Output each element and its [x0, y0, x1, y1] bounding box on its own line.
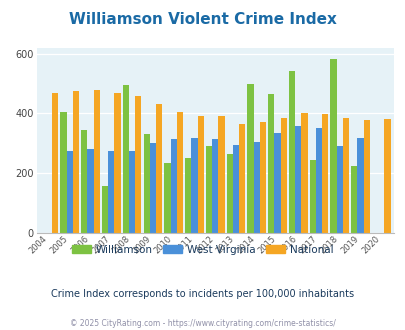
Bar — [73, 91, 79, 233]
Bar — [267, 94, 274, 233]
Bar — [309, 160, 315, 233]
Bar — [135, 96, 141, 233]
Bar — [176, 112, 183, 233]
Bar — [164, 163, 170, 233]
Bar — [356, 138, 363, 233]
Bar — [350, 166, 356, 233]
Bar — [274, 133, 280, 233]
Bar — [102, 185, 108, 233]
Bar — [363, 120, 369, 233]
Bar — [247, 84, 253, 233]
Bar — [143, 134, 149, 233]
Bar — [211, 139, 218, 233]
Bar — [197, 116, 203, 233]
Bar — [218, 116, 224, 233]
Bar — [301, 114, 307, 233]
Bar — [114, 92, 120, 233]
Bar — [315, 128, 321, 233]
Bar — [280, 118, 286, 233]
Bar — [336, 146, 342, 233]
Bar — [321, 114, 328, 233]
Bar — [170, 139, 176, 233]
Bar — [259, 122, 265, 233]
Bar — [149, 143, 156, 233]
Text: © 2025 CityRating.com - https://www.cityrating.com/crime-statistics/: © 2025 CityRating.com - https://www.city… — [70, 319, 335, 328]
Bar — [52, 92, 58, 233]
Bar — [191, 138, 197, 233]
Bar — [60, 112, 66, 233]
Bar — [122, 85, 129, 233]
Bar — [342, 118, 348, 233]
Bar — [81, 130, 87, 233]
Bar — [156, 105, 162, 233]
Bar — [185, 158, 191, 233]
Text: Crime Index corresponds to incidents per 100,000 inhabitants: Crime Index corresponds to incidents per… — [51, 289, 354, 299]
Text: Williamson Violent Crime Index: Williamson Violent Crime Index — [69, 12, 336, 26]
Bar — [239, 124, 245, 233]
Bar — [87, 149, 94, 233]
Bar — [253, 142, 259, 233]
Bar — [108, 151, 114, 233]
Bar — [330, 59, 336, 233]
Bar — [129, 151, 135, 233]
Bar — [294, 126, 301, 233]
Legend: Williamson, West Virginia, National: Williamson, West Virginia, National — [68, 241, 337, 259]
Bar — [288, 71, 294, 233]
Bar — [94, 90, 100, 233]
Bar — [226, 154, 232, 233]
Bar — [205, 146, 211, 233]
Bar — [66, 151, 73, 233]
Bar — [232, 145, 239, 233]
Bar — [384, 119, 390, 233]
